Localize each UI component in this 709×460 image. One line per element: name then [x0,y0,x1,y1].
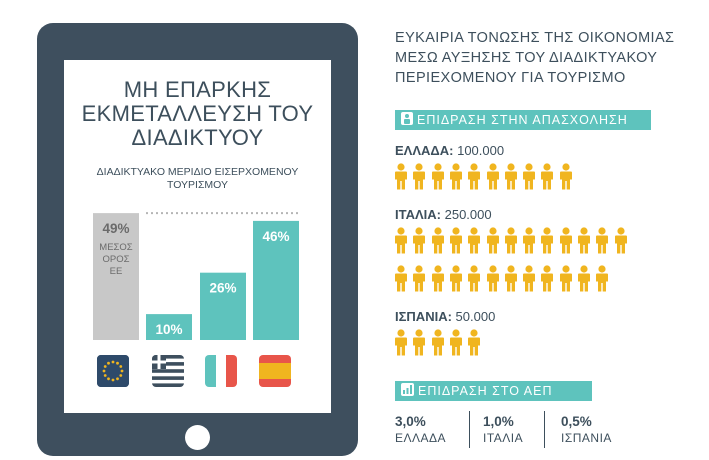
jobs-value: 100.000 [457,143,505,158]
person-icon [578,265,590,292]
person-icon [578,227,590,254]
jobs-value: 50.000 [455,309,496,324]
person-icon [486,227,499,254]
person-icon [614,227,627,254]
employment-banner-label: ΕΠΙΔΡΑΣΗ ΣΤΗΝ ΑΠΑΣΧΟΛΗΣΗ [417,113,628,127]
divider [469,411,470,448]
person-icon [413,227,426,254]
home-button [185,425,210,450]
gdp-banner-label: ΕΠΙΔΡΑΣΗ ΣΤΟ ΑΕΠ [418,384,553,398]
person-icon [431,265,444,292]
country-name: ΙΣΠΑΝΙΑ: [395,309,452,324]
country-name: ΙΤΑΛΙΑ: [395,207,441,222]
person-icon [541,227,554,254]
spain-flag-icon [259,355,291,387]
chart-subtitle: ΔΙΑΔΙΚΤΥΑΚΟ ΜΕΡΙΔΙΟ ΕΙΣΕΡΧΟΜΕΝΟΥ ΤΟΥΡΙΣΜ… [96,166,299,191]
person-icon [395,329,407,356]
person-icon [468,163,481,190]
greece-jobs-label: ΕΛΛΑΔΑ: 100.000 [395,143,504,158]
gdp-country: ΙΣΠΑΝΙΑ [561,431,612,445]
bar-value-label: 49% [102,221,129,236]
average-label: ΜΕΣΟΣ ΟΡΟΣ ΕΕ [99,242,133,277]
eu-flag-icon [97,355,129,387]
person-icon [395,265,407,292]
bar-gr [146,314,192,340]
bar-value-label: 10% [155,322,182,337]
gdp-country: ΕΛΛΑΔΑ [395,431,447,445]
person-icon [468,265,481,292]
gdp-country: ΙΤΑΛΙΑ [483,431,524,445]
gdp-value: 1,0% [483,414,514,429]
person-icon [523,163,536,190]
person-icon [413,163,426,190]
person-icon [413,265,426,292]
person-icon [596,265,609,292]
divider [544,411,545,448]
person-icon [449,227,462,254]
employment-banner: ΕΠΙΔΡΑΣΗ ΣΤΗΝ ΑΠΑΣΧΟΛΗΣΗ [395,110,651,130]
person-icon [559,163,572,190]
gdp-value: 3,0% [395,414,426,429]
person-badge-icon [401,111,413,131]
bar-es [253,220,299,340]
italy-flag-icon [205,355,237,387]
person-icon [468,227,481,254]
person-icon [431,163,444,190]
person-icon [596,227,609,254]
gdp-greece: 3,0% ΕΛΛΑΔΑ [395,414,446,445]
person-icon [486,163,499,190]
gdp-spain: 0,5% ΙΣΠΑΝΙΑ [561,414,612,445]
person-icon [449,329,462,356]
jobs-value: 250.000 [444,207,492,222]
italy-jobs-label: ΙΤΑΛΙΑ: 250.000 [395,207,492,222]
bar-it [200,272,246,340]
person-icon [413,329,426,356]
greece-flag-icon [152,355,184,387]
person-icon [395,163,407,190]
person-icon [486,265,499,292]
spain-jobs-label: ΙΣΠΑΝΙΑ: 50.000 [395,309,495,324]
bar-value-label: 26% [209,281,236,296]
person-icon [504,227,517,254]
person-icon [395,227,407,254]
bar-value-label: 46% [262,229,289,244]
gdp-banner: ΕΠΙΔΡΑΣΗ ΣΤΟ ΑΕΠ [395,381,592,401]
person-icon [431,227,444,254]
main-title: ΕΥΚΑΙΡΙΑ ΤΟΝΩΣΗΣ ΤΗΣ ΟΙΚΟΝΟΜΙΑΣ ΜΕΣΩ ΑΥΞ… [395,30,675,86]
person-icon [449,265,462,292]
person-icon [523,265,536,292]
bar-chart: 49% 10% 26% 46% ΜΕΣΟΣ ΟΡΟΣ ΕΕ [93,212,299,340]
person-icon [523,227,536,254]
person-icon [504,163,517,190]
person-icon [449,163,462,190]
person-icon [468,329,481,356]
person-icon [541,163,554,190]
chart-title: ΜΗ ΕΠΑΡΚΗΣ ΕΚΜΕΤΑΛΛΕΥΣΗ ΤΟΥ ΔΙΑΔΙΚΤΥΟΥ [81,77,314,150]
person-icon [504,265,517,292]
country-name: ΕΛΛΑΔΑ: [395,143,454,158]
bar-eu [93,213,139,340]
gdp-value: 0,5% [561,414,592,429]
bar-chart-icon [401,382,414,402]
gdp-italy: 1,0% ΙΤΑΛΙΑ [483,414,523,445]
person-icon [431,329,444,356]
person-icon [559,227,572,254]
person-icon [541,265,554,292]
person-icon [559,265,572,292]
